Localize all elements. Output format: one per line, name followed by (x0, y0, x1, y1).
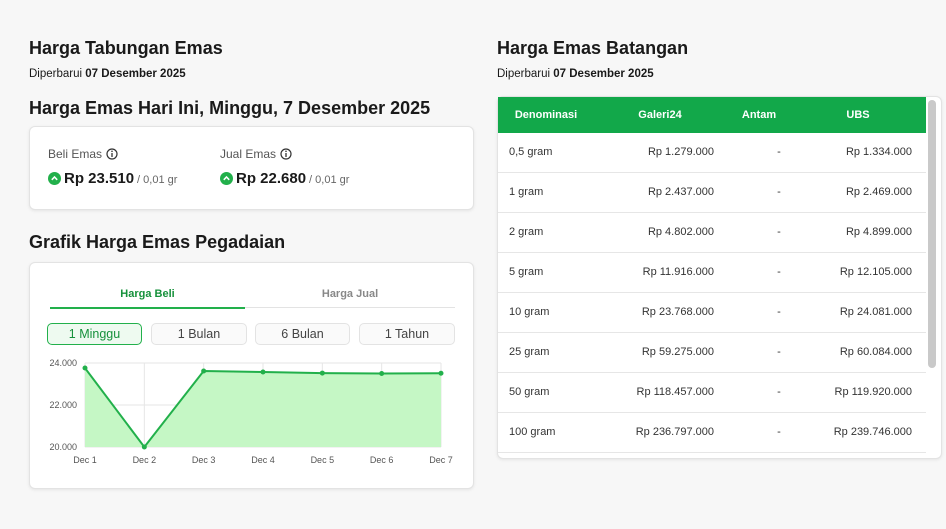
point (260, 369, 266, 375)
updated-label: Diperbarui (29, 68, 83, 80)
sell-label: Jual Emas (220, 147, 292, 161)
area (85, 368, 441, 447)
table-cell: 100 gram (509, 426, 556, 438)
table-cell: Rp 4.802.000 (647, 226, 714, 238)
chart: 20.000 22.000 24.000 Dec 1 Dec 2 Dec 3 Dec 4 De… (49, 358, 453, 465)
info-icon[interactable] (106, 148, 118, 160)
table-cell: Rp 1.334.000 (845, 146, 912, 158)
table-cell: 1 gram (509, 186, 544, 198)
table-row: 2 gram Rp 4.802.000 - Rp 4.899.000 (498, 213, 926, 253)
updated-label: Diperbarui (497, 68, 551, 80)
table-cell: 5 gram (509, 266, 544, 278)
table-cell: Rp 2.469.000 (845, 186, 912, 198)
buy-price-value: Rp 23.510 (64, 170, 135, 187)
buy-label-text: Beli Emas (48, 147, 103, 161)
table-cell: 0,5 gram (509, 146, 553, 158)
buy-unit: / 0,01 gr (137, 174, 178, 186)
x-tick-label: Dec 7 (429, 455, 453, 465)
buy-price: Rp 23.510/ 0,01 gr (48, 170, 177, 187)
x-tick-label: Dec 1 (73, 455, 97, 465)
range-button[interactable]: 1 Minggu (47, 323, 142, 345)
scrollbar[interactable] (928, 100, 936, 368)
table-cell: 10 gram (509, 306, 550, 318)
up-icon (220, 172, 233, 185)
table-cell: Rp 1.279.000 (647, 146, 714, 158)
table-cell: - (777, 226, 781, 238)
updated: Diperbarui 07 Desember 2025 (497, 68, 654, 80)
point (319, 370, 325, 376)
section-title: Harga Tabungan Emas (29, 38, 223, 58)
today-title: Harga Emas Hari Ini, Minggu, 7 Desember … (29, 98, 431, 118)
range-button[interactable]: 1 Bulan (151, 323, 247, 345)
y-tick-label: 22.000 (49, 400, 77, 410)
y-tick-label: 20.000 (49, 442, 77, 452)
range-button[interactable]: 1 Tahun (359, 323, 455, 345)
tab-divider (50, 307, 455, 308)
point (201, 368, 207, 374)
section-title: Harga Emas Batangan (497, 38, 689, 58)
table-cell: 2 gram (509, 226, 544, 238)
table-cell: Rp 118.457.000 (636, 386, 714, 398)
table-cell: - (777, 306, 781, 318)
table-cell: Rp 24.081.000 (839, 306, 912, 318)
table-header (498, 97, 926, 133)
y-tick-label: 24.000 (49, 358, 77, 368)
table-cell: Rp 60.084.000 (839, 346, 912, 358)
up-icon (48, 172, 61, 185)
x-tick-label: Dec 2 (133, 455, 157, 465)
table-cell: Rp 119.920.000 (834, 386, 912, 398)
column-header: Antam (741, 109, 777, 121)
column-header: UBS (846, 109, 870, 121)
table-cell: 50 gram (509, 386, 550, 398)
tab[interactable]: Harga Beli (120, 288, 175, 300)
point (82, 365, 88, 371)
table-cell: Rp 2.437.000 (647, 186, 714, 198)
table-cell: - (777, 346, 781, 358)
x-tick-label: Dec 6 (370, 455, 394, 465)
table-cell: - (777, 426, 781, 438)
sell-unit: / 0,01 gr (309, 174, 350, 186)
chart-title: Grafik Harga Emas Pegadaian (29, 232, 286, 252)
table-cell: Rp 11.916.000 (642, 266, 714, 278)
price-card (29, 126, 474, 210)
table-cell: - (777, 386, 781, 398)
updated-date: 07 Desember 2025 (553, 68, 654, 80)
table-cell: Rp 239.746.000 (833, 426, 912, 438)
point (141, 444, 147, 450)
table-cell: Rp 59.275.000 (641, 346, 714, 358)
sell-label-text: Jual Emas (220, 147, 277, 161)
column-header: Denominasi (514, 109, 578, 121)
range-button[interactable]: 6 Bulan (255, 323, 350, 345)
x-tick-label: Dec 5 (311, 455, 335, 465)
x-tick-label: Dec 3 (192, 455, 216, 465)
table-row: 50 gram Rp 118.457.000 - Rp 119.920.000 (498, 373, 926, 413)
info-icon[interactable] (280, 148, 292, 160)
table-cell: 25 gram (509, 346, 550, 358)
table-row: 0,5 gram Rp 1.279.000 - Rp 1.334.000 (498, 133, 926, 173)
table-cell: - (777, 266, 781, 278)
updated: Diperbarui 07 Desember 2025 (29, 68, 186, 80)
sell-price: Rp 22.680/ 0,01 gr (220, 170, 349, 187)
table-row: 10 gram Rp 23.768.000 - Rp 24.081.000 (498, 293, 926, 333)
updated-date: 07 Desember 2025 (85, 68, 186, 80)
point (438, 370, 444, 376)
tab-indicator (50, 307, 245, 309)
x-tick-label: Dec 4 (251, 455, 275, 465)
sell-price-value: Rp 22.680 (236, 170, 307, 187)
table-cell: Rp 236.797.000 (635, 426, 714, 438)
column-header: Galeri24 (638, 109, 682, 121)
table-row: 1 gram Rp 2.437.000 - Rp 2.469.000 (498, 173, 926, 213)
table-cell: - (777, 186, 781, 198)
buy-label: Beli Emas (48, 147, 118, 161)
tab[interactable]: Harga Jual (321, 288, 379, 300)
table-cell: Rp 4.899.000 (845, 226, 912, 238)
table-row: 25 gram Rp 59.275.000 - Rp 60.084.000 (498, 333, 926, 373)
point (379, 371, 385, 376)
table-cell: Rp 23.768.000 (641, 306, 714, 318)
table-row: 5 gram Rp 11.916.000 - Rp 12.105.000 (498, 253, 926, 293)
table-cell: Rp 12.105.000 (839, 266, 912, 278)
table-cell: - (777, 146, 781, 158)
table-row: 100 gram Rp 236.797.000 - Rp 239.746.000 (498, 413, 926, 453)
